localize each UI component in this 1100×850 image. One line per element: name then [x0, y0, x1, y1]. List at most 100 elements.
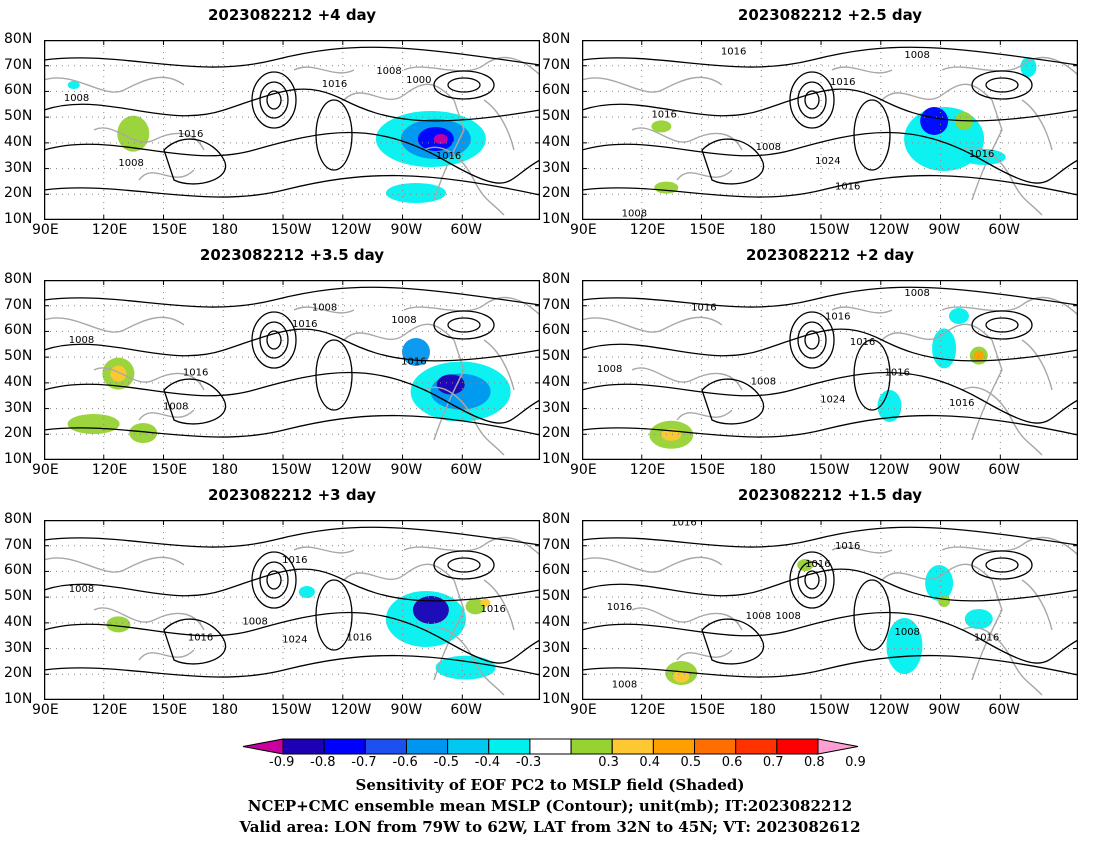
contour-label: 1016	[347, 633, 372, 644]
mslp-contours	[44, 526, 540, 678]
colorbar-tick-label: -0.8	[310, 755, 336, 770]
shaded-region	[920, 107, 949, 135]
colorbar-tick-label: 0.7	[762, 755, 784, 770]
graticule	[582, 520, 1078, 700]
contour-label: 1016	[480, 604, 505, 615]
colorbar-swatch	[735, 738, 778, 755]
lon-tick-label: 120E	[91, 462, 128, 478]
lon-tick-label: 90E	[570, 462, 597, 478]
lon-tick-label: 90E	[32, 222, 59, 238]
sensitivity-shading	[67, 81, 486, 203]
lon-tick-label: 90W	[390, 702, 423, 718]
lat-tick-label: 80N	[542, 511, 571, 527]
shaded-region	[386, 183, 446, 203]
colorbar-tick-label: 0.9	[845, 755, 866, 770]
shaded-region	[129, 423, 158, 443]
contour-label: 1008	[622, 208, 647, 219]
lon-tick-label: 90W	[390, 222, 423, 238]
lat-tick-label: 10N	[542, 691, 571, 707]
contour-label: 1016	[401, 357, 426, 368]
contour-label: 1008	[612, 679, 637, 690]
shaded-region	[877, 390, 902, 422]
colorbar-tick-label: -0.5	[433, 755, 459, 770]
lat-tick-label: 50N	[4, 108, 33, 125]
shaded-region	[110, 365, 127, 382]
lat-tick-label: 60N	[542, 82, 571, 99]
colorbar-swatch	[776, 738, 819, 755]
map-plot: 1016 1016 1016 1008 1016 1008 1008 1016 1008	[582, 520, 1078, 700]
contour-label: 1024	[815, 156, 840, 167]
lon-tick-label: 90W	[390, 462, 423, 478]
lon-tick-label: 120E	[91, 222, 128, 238]
lon-tick-label: 120W	[330, 462, 372, 478]
contour-label: 1016	[969, 149, 994, 160]
lat-tick-label: 30N	[4, 639, 33, 656]
panel-title: 2023082212 +1.5 day	[737, 486, 923, 504]
lat-tick-label: 50N	[4, 348, 33, 365]
lon-tick-label: 60W	[988, 222, 1020, 238]
contour-label: 1008	[391, 315, 416, 326]
colorbar-tick-label: 0.3	[598, 755, 619, 770]
colorbar-swatch	[652, 738, 696, 755]
map-plot: 1008 1016 1008 1024 1016 1016 1016	[44, 520, 540, 700]
lon-tick-label: 90W	[928, 222, 961, 238]
sensitivity-shading	[665, 559, 993, 685]
contour-labels: 1008 1008 1016 1008 1016 1016 1008	[69, 303, 427, 413]
contour-label: 1016	[885, 367, 910, 378]
shaded-region	[433, 134, 448, 144]
lat-tick-label: 70N	[4, 56, 33, 73]
shaded-region	[932, 328, 957, 369]
contour-label: 1016	[835, 541, 860, 552]
shaded-region	[964, 609, 993, 629]
lat-tick-label: 70N	[542, 56, 571, 73]
lon-tick-label: 60W	[450, 462, 482, 478]
contour-label: 1008	[751, 376, 776, 387]
contour-label: 1016	[188, 633, 213, 644]
contour-label: 1016	[805, 559, 830, 570]
lon-tick-label: 150E	[151, 222, 188, 238]
lat-tick-label: 80N	[542, 271, 571, 287]
shaded-region	[106, 616, 131, 633]
contour-labels: 1016 1008 1016 1016 1008 1008 1024 1016 1016	[597, 288, 975, 409]
lat-tick-label: 80N	[4, 511, 33, 527]
lat-tick-label: 40N	[4, 373, 33, 390]
lon-tick-label: 180	[749, 462, 776, 478]
lon-tick-label: 180	[211, 462, 238, 478]
contour-label: 1016	[949, 398, 974, 409]
lat-tick-label: 80N	[4, 31, 33, 47]
lon-tick-label: 150W	[809, 462, 850, 478]
lon-tick-label: 150E	[151, 462, 188, 478]
contour-label: 1016	[292, 319, 317, 330]
lat-tick-label: 20N	[4, 425, 33, 442]
coastlines	[44, 296, 540, 456]
contour-label: 1008	[894, 627, 919, 638]
colorbar-tick-label: 0.5	[680, 755, 702, 770]
colorbar-tick-label: -0.6	[392, 755, 418, 770]
lat-tick-label: 20N	[542, 185, 571, 202]
lat-tick-label: 60N	[4, 322, 33, 339]
lat-tick-label: 20N	[4, 185, 33, 202]
shaded-region	[412, 596, 449, 624]
lat-tick-label: 10N	[4, 451, 33, 467]
contour-label: 1008	[775, 611, 800, 622]
lat-tick-label: 20N	[4, 665, 33, 682]
caption-line-2: NCEP+CMC ensemble mean MSLP (Contour); u…	[247, 797, 853, 815]
lon-tick-label: 120W	[868, 222, 910, 238]
colorbar-swatch	[611, 738, 654, 755]
mslp-contours	[582, 286, 1078, 438]
coastlines	[44, 56, 540, 216]
contour-label: 1008	[118, 158, 143, 169]
mslp-contours	[44, 286, 540, 438]
shaded-region	[961, 149, 1006, 165]
lon-tick-label: 150W	[271, 462, 312, 478]
lon-tick-label: 120E	[629, 222, 666, 238]
lon-tick-label: 90W	[928, 462, 961, 478]
lon-tick-label: 150E	[689, 702, 726, 718]
sensitivity-shading	[67, 338, 511, 443]
shaded-region	[973, 350, 984, 361]
graticule	[582, 40, 1078, 220]
coastlines	[582, 56, 1078, 216]
colorbar-swatch	[694, 738, 737, 755]
contour-label: 1016	[651, 109, 676, 120]
shaded-region	[67, 414, 120, 434]
